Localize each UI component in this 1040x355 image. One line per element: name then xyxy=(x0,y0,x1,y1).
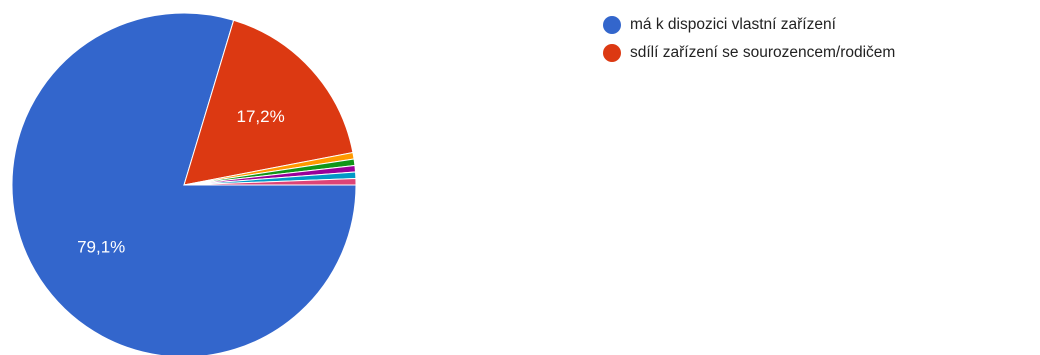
legend-item-shared-device[interactable]: sdílí zařízení se sourozencem/rodičem xyxy=(603,39,895,67)
chart-legend: má k dispozici vlastní zařízení sdílí za… xyxy=(603,11,895,67)
legend-label-own-device: má k dispozici vlastní zařízení xyxy=(630,16,836,33)
pie-chart-svg: 79,1% 17,2% xyxy=(11,12,357,355)
legend-swatch-shared-device xyxy=(603,44,621,62)
legend-item-own-device[interactable]: má k dispozici vlastní zařízení xyxy=(603,11,895,39)
pie-slice-6[interactable] xyxy=(183,177,357,186)
pie-slice-1[interactable] xyxy=(183,19,354,186)
pie-slice-label-0: 79,1% xyxy=(77,238,125,257)
legend-swatch-own-device xyxy=(603,16,621,34)
legend-label-shared-device: sdílí zařízení se sourozencem/rodičem xyxy=(630,44,896,61)
pie-slice-label-1: 17,2% xyxy=(237,107,285,126)
